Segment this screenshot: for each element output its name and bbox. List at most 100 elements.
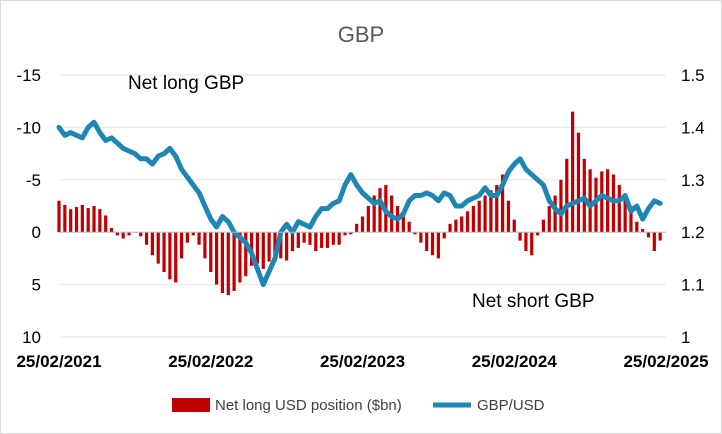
x-tick-label: 25/02/2022 bbox=[168, 352, 253, 371]
right-axis-ticks: 1.5 1.4 1.3 1.2 1.1 1 bbox=[681, 66, 705, 347]
bar bbox=[320, 232, 324, 248]
bar bbox=[232, 232, 236, 291]
bar bbox=[179, 232, 184, 259]
bar bbox=[121, 232, 125, 239]
bar bbox=[489, 190, 493, 233]
bar bbox=[442, 232, 446, 239]
bar bbox=[273, 232, 277, 256]
legend-bar-label: Net long USD position ($bn) bbox=[215, 397, 402, 414]
x-tick-label: 25/02/2023 bbox=[320, 352, 405, 371]
bar bbox=[378, 188, 382, 233]
bar bbox=[629, 206, 633, 233]
x-tick-label: 25/02/2025 bbox=[623, 352, 708, 371]
bar bbox=[244, 232, 248, 277]
bar bbox=[425, 232, 429, 252]
bar bbox=[279, 232, 283, 259]
bar bbox=[500, 174, 505, 233]
bar bbox=[226, 232, 230, 296]
bar bbox=[174, 232, 178, 283]
bar bbox=[302, 232, 306, 243]
bar bbox=[448, 223, 452, 233]
left-tick-label: -5 bbox=[26, 171, 41, 190]
bar bbox=[349, 232, 353, 235]
bar bbox=[203, 232, 207, 259]
bar bbox=[530, 232, 534, 256]
bar bbox=[471, 206, 475, 233]
bar bbox=[413, 232, 417, 235]
bar bbox=[104, 215, 108, 233]
bar bbox=[588, 169, 592, 233]
bar bbox=[162, 232, 166, 273]
left-tick-label: 10 bbox=[22, 328, 41, 347]
right-tick-label: 1.4 bbox=[681, 118, 705, 137]
bar bbox=[576, 132, 581, 233]
bar bbox=[611, 174, 616, 233]
bar bbox=[594, 177, 598, 233]
bar bbox=[366, 206, 370, 233]
bar bbox=[617, 185, 621, 233]
right-tick-label: 1.1 bbox=[681, 276, 705, 295]
bar bbox=[185, 232, 190, 243]
bar bbox=[331, 232, 335, 245]
bar bbox=[535, 232, 540, 236]
bar bbox=[343, 232, 347, 236]
bar bbox=[115, 232, 119, 236]
gbpusd-line bbox=[56, 119, 663, 288]
right-tick-label: 1.3 bbox=[681, 171, 705, 190]
bar bbox=[191, 232, 195, 236]
bar bbox=[63, 204, 67, 233]
bar bbox=[109, 228, 114, 233]
bar bbox=[255, 232, 260, 264]
bar bbox=[495, 185, 499, 233]
bar bbox=[150, 232, 154, 256]
bar bbox=[285, 232, 289, 261]
bar bbox=[80, 204, 84, 233]
left-tick-label: 0 bbox=[32, 223, 41, 242]
bar bbox=[559, 179, 563, 233]
bar bbox=[127, 232, 131, 236]
bar bbox=[407, 221, 411, 233]
bar bbox=[483, 195, 487, 233]
annotation-net-short: Net short GBP bbox=[472, 291, 595, 312]
bar bbox=[646, 232, 651, 238]
bar bbox=[209, 232, 213, 273]
bar bbox=[267, 232, 271, 262]
bar bbox=[360, 216, 365, 233]
bar bbox=[518, 232, 522, 241]
bar bbox=[512, 219, 516, 233]
bar bbox=[565, 158, 569, 233]
bar bbox=[314, 232, 318, 252]
bar bbox=[582, 158, 586, 233]
left-tick-label: 5 bbox=[32, 276, 41, 295]
bar bbox=[506, 200, 511, 233]
x-tick-label: 25/02/2024 bbox=[472, 352, 558, 371]
left-axis-ticks: -15 -10 -5 0 5 10 bbox=[16, 66, 41, 347]
bar bbox=[641, 229, 645, 233]
x-tick-label: 25/02/2021 bbox=[16, 352, 101, 371]
bar bbox=[144, 232, 149, 245]
bar bbox=[430, 232, 435, 256]
bar bbox=[419, 232, 423, 243]
chart-title: GBP bbox=[338, 22, 384, 47]
bar bbox=[623, 195, 627, 233]
bar bbox=[168, 232, 172, 280]
bar bbox=[156, 232, 160, 264]
bar bbox=[98, 209, 102, 233]
bar bbox=[290, 232, 295, 252]
bar bbox=[337, 232, 341, 245]
bar bbox=[652, 232, 656, 252]
bar bbox=[214, 232, 219, 285]
right-tick-label: 1 bbox=[681, 328, 690, 347]
bar bbox=[238, 232, 242, 283]
bar bbox=[454, 219, 458, 233]
bar bbox=[547, 206, 551, 233]
bar bbox=[372, 195, 376, 233]
bar bbox=[308, 232, 312, 245]
bar bbox=[541, 219, 546, 233]
bar bbox=[86, 208, 90, 233]
bar bbox=[465, 211, 470, 233]
bar bbox=[460, 216, 464, 233]
bar bbox=[635, 221, 639, 233]
bar bbox=[296, 232, 300, 248]
